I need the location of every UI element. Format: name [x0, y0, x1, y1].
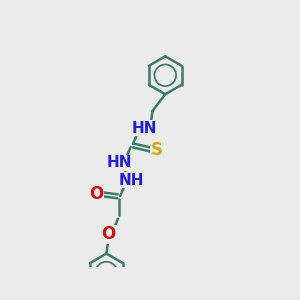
Text: HN: HN — [106, 155, 132, 170]
Text: O: O — [89, 185, 103, 203]
Text: HN: HN — [132, 121, 157, 136]
Text: NH: NH — [119, 172, 145, 188]
Text: O: O — [102, 225, 116, 243]
Text: S: S — [151, 141, 163, 159]
